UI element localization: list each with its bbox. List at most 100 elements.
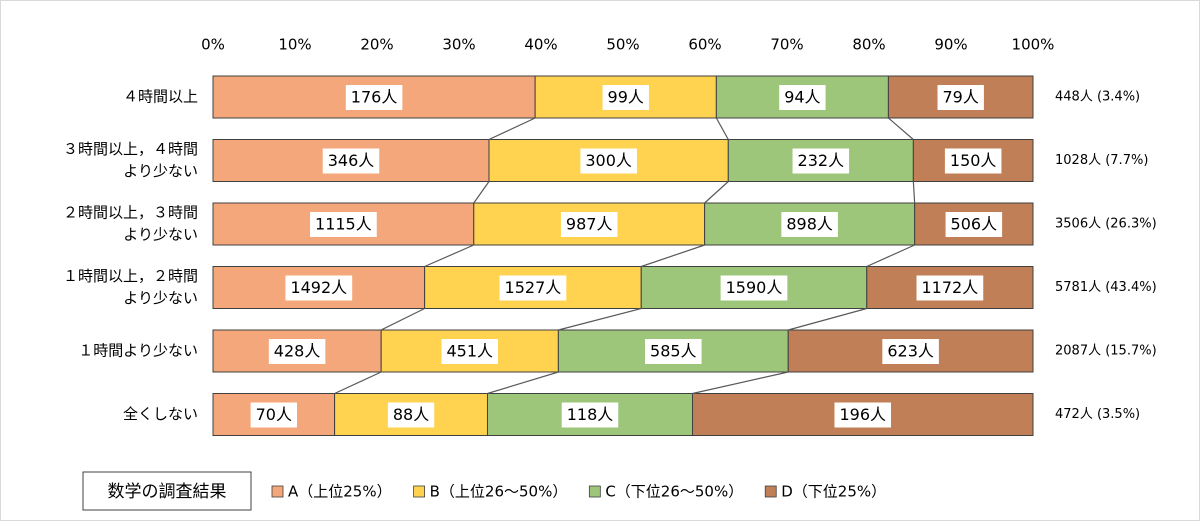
value-label-box (781, 212, 838, 237)
connector-line (558, 307, 642, 331)
value-label: 506人 (951, 215, 998, 234)
value-label: 79人 (943, 88, 979, 107)
value-label: 987人 (566, 215, 613, 234)
legend-title-box (82, 471, 252, 511)
connector-line (704, 181, 729, 204)
connector-line (866, 244, 915, 268)
value-label-box (882, 339, 939, 364)
connector-line (715, 117, 729, 140)
value-label: 346人 (328, 151, 375, 170)
value-label: 1115人 (315, 215, 372, 234)
value-label-box (322, 148, 380, 174)
value-label-box (561, 402, 619, 428)
connector-line (424, 244, 475, 268)
connector-line (692, 371, 789, 395)
x-tick-label: 20% (360, 36, 393, 54)
x-tick-label: 10% (278, 36, 311, 54)
legend-label: D（下位25%） (781, 483, 886, 501)
value-label-box (345, 85, 403, 110)
value-label-box (602, 85, 649, 110)
legend-swatch (588, 485, 601, 498)
y-tick-label: より少ない (123, 162, 198, 180)
value-label: 585人 (650, 342, 697, 361)
row-total: 1028人 (7.7%) (1055, 153, 1148, 168)
value-label: 196人 (839, 405, 886, 424)
x-tick-label: 80% (852, 36, 885, 54)
connector-line (488, 117, 536, 141)
x-tick-label: 60% (688, 36, 721, 54)
connector-line (788, 307, 867, 331)
connector-line (487, 371, 559, 395)
row-total: 448人 (3.4%) (1055, 90, 1140, 105)
value-label: 88人 (393, 405, 429, 424)
legend-swatch (413, 485, 426, 498)
row-total: 2087人 (15.7%) (1055, 344, 1157, 359)
value-label-box (944, 148, 1002, 174)
y-tick-label: １時間以上，２時間 (63, 267, 198, 285)
value-label: 118人 (567, 405, 614, 424)
value-label: 428人 (274, 342, 321, 361)
value-label-box (285, 275, 353, 301)
value-label-box (937, 85, 984, 110)
value-label-box (580, 148, 637, 174)
legend-label: B（上位26～50%） (430, 483, 568, 501)
connector-line (912, 181, 916, 204)
value-label: 1492人 (290, 278, 347, 297)
value-label: 1172人 (922, 278, 979, 297)
y-tick-label: より少ない (123, 289, 198, 307)
y-tick-label: 全くしない (123, 405, 198, 423)
connector-line (380, 307, 425, 331)
value-label-box (720, 275, 788, 301)
connector-line (888, 117, 914, 140)
value-label: 94人 (784, 88, 820, 107)
value-label: 176人 (351, 88, 398, 107)
value-label: 150人 (950, 151, 997, 170)
legend-swatch (271, 485, 284, 498)
value-label: 70人 (256, 405, 292, 424)
x-tick-label: 0% (201, 36, 225, 54)
value-label-box (945, 212, 1003, 237)
value-label-box (779, 85, 826, 110)
value-label-box (250, 402, 297, 428)
value-label-box (310, 212, 377, 237)
y-tick-label: ４時間以上 (123, 88, 198, 106)
row-total: 472人 (3.5%) (1055, 407, 1140, 422)
value-label: 898人 (786, 215, 833, 234)
x-tick-label: 90% (934, 36, 967, 54)
y-tick-label: ２時間以上，３時間 (63, 204, 198, 222)
legend-title: 数学の調査結果 (108, 482, 227, 502)
value-label-box (834, 402, 892, 428)
value-label: 300人 (585, 151, 632, 170)
value-label-box (499, 275, 567, 301)
value-label-box (792, 148, 850, 174)
legend-label: C（下位26～50%） (605, 483, 743, 501)
value-label-box (387, 402, 435, 428)
value-label: 1590人 (726, 278, 783, 297)
value-label: 451人 (446, 342, 493, 361)
x-tick-label: 30% (442, 36, 475, 54)
connector-line (473, 181, 490, 204)
x-tick-label: 40% (524, 36, 557, 54)
legend-swatch (764, 485, 777, 498)
x-tick-label: 70% (770, 36, 803, 54)
connector-line (641, 244, 705, 268)
y-tick-label: ３時間以上，４時間 (63, 140, 198, 158)
row-total: 5781人 (43.4%) (1055, 280, 1157, 295)
value-label-box (560, 212, 618, 237)
value-label: 232人 (798, 151, 845, 170)
x-tick-label: 50% (606, 36, 639, 54)
value-label: 1527人 (505, 278, 562, 297)
value-label: 99人 (608, 88, 644, 107)
value-label-box (441, 339, 499, 364)
legend-label: A（上位25%） (288, 483, 392, 501)
row-total: 3506人 (26.3%) (1055, 217, 1157, 232)
value-label-box (916, 275, 984, 301)
value-label-box (645, 339, 702, 364)
x-tick-label: 100% (1012, 36, 1055, 54)
y-tick-label: １時間より少ない (78, 342, 198, 360)
value-label: 623人 (887, 342, 934, 361)
value-label-box (268, 339, 326, 364)
connector-line (334, 371, 382, 395)
y-tick-label: より少ない (123, 226, 198, 244)
